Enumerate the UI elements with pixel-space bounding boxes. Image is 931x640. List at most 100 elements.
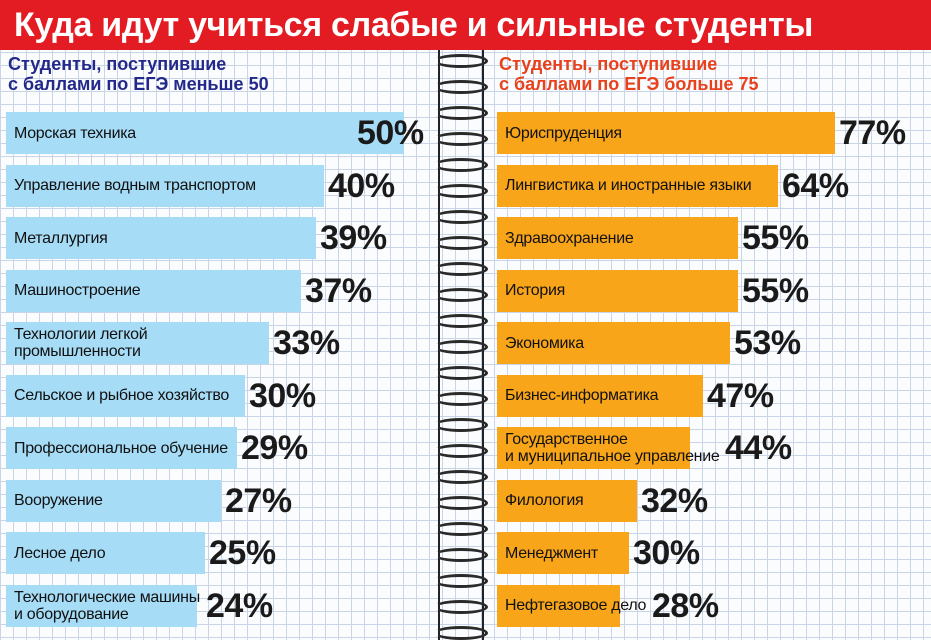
bar-row: Управление водным транспортом 40% [6,164,426,207]
spiral-ring [434,548,488,562]
page-title: Куда идут учиться слабые и сильные студе… [0,0,931,50]
spiral-ring [434,314,488,328]
bar-row: Профессиональное обучение 29% [6,427,426,469]
category-label: Управление водным транспортом [14,177,256,194]
value-label: 30% [633,534,700,572]
category-label: Менеджмент [505,544,598,562]
category-label: История [505,282,565,299]
spiral-ring [434,600,488,614]
bar-row: Здравоохранение 55% [497,217,927,259]
bar-row: Экономика 53% [497,322,927,364]
value-label: 53% [734,324,801,362]
spiral-ring [434,522,488,536]
value-label: 30% [249,376,316,415]
bar [497,322,730,364]
bar [6,532,205,574]
bar-row: Сельское и рыбное хозяйство 30% [6,374,426,417]
bar [6,479,221,522]
category-label: Лесное дело [14,544,106,562]
category-label: Лингвистика и иностранные языки [505,177,752,194]
spiral-ring [434,54,488,68]
bar-row: Вооружение 27% [6,479,426,522]
spiral-ring [434,574,488,588]
bar-row: Морская техника 50% [6,112,426,154]
bar-row: Юриспруденция 77% [497,112,927,154]
value-label: 44% [725,429,792,467]
value-label: 25% [209,534,276,572]
bar [497,269,738,312]
bar [497,112,835,154]
bar [497,427,690,469]
bar-row: Лингвистика и иностранные языки 64% [497,164,927,207]
value-label: 55% [742,219,809,257]
spiral-ring [434,236,488,250]
category-label: Государственное и муниципальное управлен… [505,431,720,465]
category-label: Морская техника [14,124,136,142]
category-label: Нефтегазовое дело [505,597,647,614]
spiral-ring [434,132,488,146]
value-label: 37% [305,271,372,310]
spiral-ring [434,626,488,640]
bar [497,584,620,627]
chart-title: Студенты, поступившие с баллами по ЕГЭ б… [499,54,759,94]
spiral-ring [434,184,488,198]
bar-row: Технологические машины и оборудование 24% [6,584,426,627]
value-label: 64% [782,166,849,205]
bar [497,532,629,574]
value-label: 77% [839,114,906,152]
bar [6,322,269,364]
bar [497,374,703,417]
spiral-ring [434,418,488,432]
value-label: 33% [273,324,340,362]
spiral-ring [434,80,488,94]
category-label: Здравоохранение [505,229,634,247]
value-label: 32% [641,481,708,520]
value-label: 24% [206,586,273,625]
category-label: Технологические машины и оборудование [14,588,200,623]
bar-row: История 55% [497,269,927,312]
bar [6,112,404,154]
value-label: 40% [328,166,395,205]
notebook-spiral [430,50,492,640]
bar-row: Нефтегазовое дело 28% [497,584,927,627]
bar [6,427,237,469]
category-label: Технологии легкой промышленности [14,326,148,360]
spiral-ring [434,496,488,510]
bar-row: Лесное дело 25% [6,532,426,574]
bar [6,584,197,627]
category-label: Вооружение [14,492,103,509]
spiral-ring [434,210,488,224]
value-label: 55% [742,271,809,310]
bar-row: Государственное и муниципальное управлен… [497,427,927,469]
category-label: Филология [505,492,584,509]
bar-row: Машиностроение 37% [6,269,426,312]
bar-row: Бизнес-информатика 47% [497,374,927,417]
bar [497,217,738,259]
spiral-ring [434,470,488,484]
chart-strong-students: Студенты, поступившие с баллами по ЕГЭ б… [497,54,927,640]
bar [6,164,324,207]
bar-row: Металлургия 39% [6,217,426,259]
value-label: 29% [241,429,308,467]
bar-row: Филология 32% [497,479,927,522]
category-label: Экономика [505,334,584,352]
category-label: Металлургия [14,229,108,247]
bar [6,374,245,417]
value-label: 28% [652,586,719,625]
spiral-ring [434,106,488,120]
bar-row: Технологии легкой промышленности 33% [6,322,426,364]
category-label: Бизнес-информатика [505,387,659,404]
spiral-ring [434,262,488,276]
bar [6,217,316,259]
value-label: 50% [357,114,424,152]
chart-weak-students: Студенты, поступившие с баллами по ЕГЭ м… [6,54,426,640]
spiral-ring [434,158,488,172]
bar [497,479,637,522]
spiral-ring [434,288,488,302]
spiral-ring [434,366,488,380]
bar [497,164,778,207]
bar-row: Менеджмент 30% [497,532,927,574]
spiral-ring [434,392,488,406]
value-label: 47% [707,376,774,415]
category-label: Машиностроение [14,282,141,299]
